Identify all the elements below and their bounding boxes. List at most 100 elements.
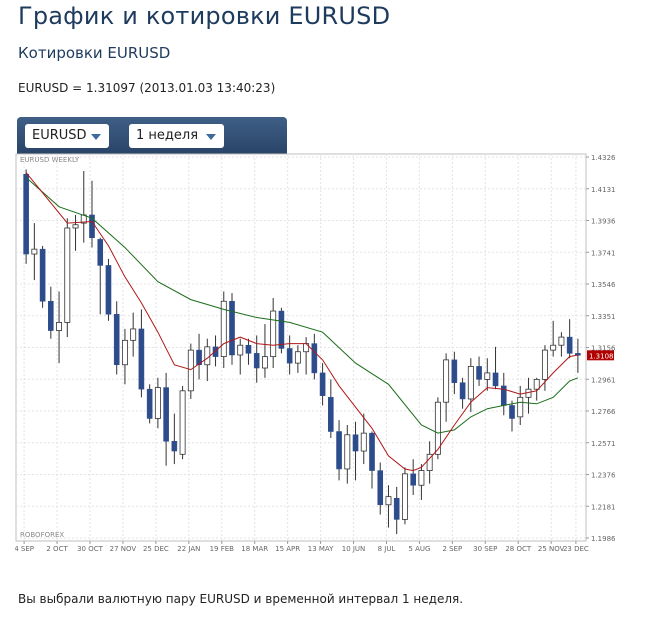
y-tick-label: 1.3156 (591, 345, 615, 353)
candle-bear (163, 387, 169, 442)
candle-bear (89, 214, 95, 239)
candle-bull (443, 359, 450, 403)
candle-bear (138, 328, 145, 390)
period-select[interactable]: 1 неделя (129, 124, 224, 148)
y-tick-label: 1.2961 (591, 376, 615, 384)
chevron-down-icon (206, 134, 216, 140)
chevron-down-icon (91, 134, 101, 140)
x-tick-label: 19 FEB (210, 545, 235, 553)
candle-bull (517, 396, 524, 418)
symbol-select[interactable]: EURUSD (25, 124, 109, 148)
period-select-value: 1 неделя (136, 128, 199, 143)
candle-bear (492, 372, 499, 387)
candle-bull (434, 401, 441, 455)
x-tick-label: 13 MAY (308, 545, 334, 553)
candle-bear (410, 473, 416, 486)
x-tick-label: 23 DEC (563, 545, 589, 553)
candle-bull (130, 328, 137, 341)
x-tick-label: 2 SEP (442, 545, 462, 553)
candle-bull (550, 344, 557, 351)
candle-bear (229, 301, 235, 356)
candle-bear (328, 397, 334, 432)
candle-bull (484, 372, 491, 380)
y-tick-label: 1.2181 (591, 503, 615, 511)
candle-bull (237, 344, 244, 356)
x-tick-label: 30 SEP (473, 545, 497, 553)
candle-bear (171, 441, 178, 452)
x-tick-label: 28 OCT (505, 545, 532, 553)
candle-bear (97, 239, 104, 266)
candle-bear (253, 353, 260, 369)
candle-bear (278, 310, 285, 349)
candle-bull (187, 349, 194, 392)
candle-bear (369, 432, 375, 471)
watermark: ROBOFOREX (20, 531, 64, 539)
page-title: График и котировки EURUSD (18, 2, 391, 30)
x-tick-label: 4 SEP (15, 545, 34, 553)
candle-bear (393, 498, 400, 520)
quote-line: EURUSD = 1.31097 (2013.01.03 13:40:23) (18, 81, 276, 95)
footer-text: Вы выбрали валютную пару EURUSD и времен… (18, 592, 464, 606)
candle-bull (401, 473, 408, 520)
y-tick-label: 1.2571 (591, 440, 615, 448)
current-price-tag: 1.3108 (587, 350, 614, 361)
x-axis: 4 SEP 2 OCT 30 OCT 27 NOV 25 DEC 22 JAN 19 FEB… (15, 541, 589, 553)
ma-slow-line (25, 177, 579, 434)
y-tick-label: 1.2766 (591, 408, 615, 416)
price-tag-box (587, 350, 614, 361)
candle-bull (294, 351, 301, 364)
x-tick-label: 22 JAN (177, 545, 200, 553)
candle-bear (48, 301, 54, 331)
chart-toolbar: EURUSD 1 неделя (17, 117, 287, 154)
symbol-select-value: EURUSD (32, 128, 87, 143)
candle-bull (558, 336, 565, 346)
y-tick-label: 1.3741 (591, 249, 615, 257)
candle-bull (418, 470, 425, 486)
candle-bull (541, 349, 548, 380)
candle-bull (179, 390, 186, 455)
y-tick-label: 1.1986 (591, 535, 615, 543)
candle-bull (56, 322, 63, 331)
y-tick-label: 1.2376 (591, 472, 615, 480)
candle-bear (245, 344, 252, 354)
candle-bull (72, 224, 79, 229)
y-tick-label: 1.3936 (591, 218, 615, 226)
candle-bull (261, 356, 268, 369)
price-tag-label: 1.3108 (589, 352, 614, 360)
candle-bear (286, 348, 293, 364)
moving-averages (25, 172, 579, 472)
x-tick-label: 27 NOV (110, 545, 137, 553)
y-tick-label: 1.4326 (591, 154, 615, 162)
x-tick-label: 18 MAR (241, 545, 268, 553)
candle-bear (146, 388, 153, 419)
page-subtitle: Котировки EURUSD (18, 44, 171, 62)
candlestick-chart: 1.4326 1.4131 1.3936 1.3741 1.3546 1.3351 1.31… (15, 153, 615, 553)
y-axis: 1.4326 1.4131 1.3936 1.3741 1.3546 1.3351 1.31… (586, 154, 615, 543)
candle-bull (467, 365, 474, 400)
candle-bull (344, 434, 351, 470)
candle-bull (533, 379, 540, 390)
x-tick-label: 25 NOV (538, 545, 565, 553)
candle-bear (311, 343, 318, 374)
candle-bear (352, 434, 359, 452)
candle-bear (39, 248, 46, 302)
candle-bear (319, 372, 326, 396)
candle-bear (336, 431, 342, 470)
x-tick-label: 30 OCT (77, 545, 104, 553)
candle-bear (377, 470, 384, 506)
candle-bull (204, 346, 211, 366)
y-tick-label: 1.3546 (591, 281, 615, 289)
x-tick-label: 8 JUL (378, 545, 396, 553)
candle-bear (196, 349, 202, 366)
candle-bear (509, 405, 515, 419)
candle-bull (360, 432, 367, 452)
symbol-label: EURUSD WEEKLY (20, 156, 80, 164)
candle-bull (64, 227, 71, 323)
candle-bull (220, 300, 227, 358)
candle-bull (121, 339, 128, 366)
x-tick-label: 10 JUN (342, 545, 366, 553)
candle-bear (476, 366, 482, 380)
candle-bull (270, 310, 277, 358)
candle-bear (105, 265, 112, 315)
x-tick-label: 15 APR (275, 545, 300, 553)
